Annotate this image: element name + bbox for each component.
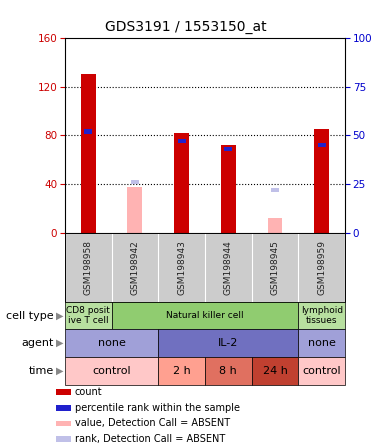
Text: Natural killer cell: Natural killer cell	[166, 311, 244, 320]
Bar	[65, 302, 112, 329]
Bar	[56, 405, 70, 411]
Text: GDS3191 / 1553150_at: GDS3191 / 1553150_at	[105, 20, 266, 34]
Text: time: time	[29, 366, 54, 376]
Text: percentile rank within the sample: percentile rank within the sample	[75, 403, 240, 413]
Bar	[314, 129, 329, 233]
Bar	[56, 436, 70, 442]
Text: 8 h: 8 h	[219, 366, 237, 376]
Bar	[224, 147, 232, 151]
Text: none: none	[308, 338, 336, 348]
Text: GSM198943: GSM198943	[177, 240, 186, 295]
Bar	[271, 188, 279, 192]
Text: GSM198944: GSM198944	[224, 240, 233, 295]
Bar	[81, 75, 96, 233]
Text: ▶: ▶	[56, 311, 63, 321]
Bar	[298, 357, 345, 385]
Bar	[221, 145, 236, 233]
Bar	[128, 187, 142, 233]
Text: agent: agent	[22, 338, 54, 348]
Bar	[174, 133, 189, 233]
Text: 24 h: 24 h	[263, 366, 288, 376]
Bar	[56, 420, 70, 426]
Text: count: count	[75, 387, 102, 397]
Text: IL-2: IL-2	[218, 338, 239, 348]
Text: ▶: ▶	[56, 366, 63, 376]
Bar	[84, 129, 92, 134]
Bar	[65, 357, 158, 385]
Bar	[298, 329, 345, 357]
Bar	[252, 357, 298, 385]
Text: CD8 posit
ive T cell: CD8 posit ive T cell	[66, 306, 110, 325]
Bar	[318, 143, 326, 147]
Text: GSM198942: GSM198942	[131, 240, 139, 295]
Bar	[158, 357, 205, 385]
Text: ▶: ▶	[56, 338, 63, 348]
Bar	[65, 329, 158, 357]
Bar	[158, 329, 298, 357]
Text: value, Detection Call = ABSENT: value, Detection Call = ABSENT	[75, 418, 230, 428]
Bar	[205, 357, 252, 385]
Text: GSM198959: GSM198959	[317, 240, 326, 295]
Text: GSM198945: GSM198945	[270, 240, 279, 295]
Bar	[267, 218, 282, 233]
Bar	[298, 302, 345, 329]
Text: control: control	[92, 366, 131, 376]
Text: cell type: cell type	[6, 311, 54, 321]
Bar	[178, 139, 186, 143]
Text: GSM198958: GSM198958	[84, 240, 93, 295]
Text: control: control	[302, 366, 341, 376]
Text: rank, Detection Call = ABSENT: rank, Detection Call = ABSENT	[75, 434, 225, 444]
Bar	[56, 389, 70, 395]
Text: 2 h: 2 h	[173, 366, 191, 376]
Text: lymphoid
tissues: lymphoid tissues	[301, 306, 343, 325]
Text: none: none	[98, 338, 125, 348]
Bar	[131, 180, 139, 184]
Bar	[112, 302, 298, 329]
